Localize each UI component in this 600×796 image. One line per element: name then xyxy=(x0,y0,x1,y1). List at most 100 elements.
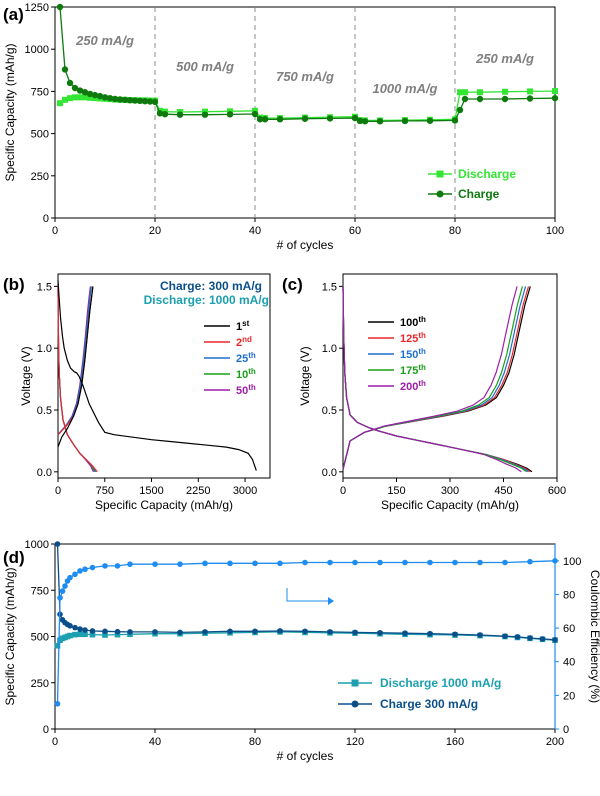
data-point-d xyxy=(89,628,96,634)
voltage-curve-charge-c xyxy=(342,286,523,470)
x-axis-title-d: # of cycles xyxy=(277,749,334,763)
data-point-d xyxy=(89,564,96,571)
data-point-discharge xyxy=(72,94,78,101)
data-point-charge xyxy=(361,118,369,125)
data-point-charge xyxy=(146,98,154,105)
y-tick-label-d: 0 xyxy=(43,724,49,736)
legend-label-b: 1st xyxy=(236,319,250,333)
data-point-charge xyxy=(121,96,129,104)
legend-cycle-suffix: th xyxy=(248,351,256,360)
y-tick-label-a: 250 xyxy=(31,171,49,183)
data-point-d xyxy=(302,559,308,566)
data-point-d xyxy=(477,632,483,638)
y-tick-label-b: 0.5 xyxy=(37,405,52,417)
data-point-charge xyxy=(56,3,64,11)
voltage-curve-charge-c xyxy=(342,286,530,470)
data-point-charge xyxy=(276,116,284,123)
rate-label: 250 mA/g xyxy=(75,33,134,48)
x-tick-label-d: 40 xyxy=(149,736,161,748)
axis-arrowhead-d xyxy=(328,597,334,605)
data-point-d xyxy=(552,558,558,564)
data-point-d xyxy=(54,541,61,547)
data-point-charge xyxy=(156,110,164,117)
panel-label-b: (b) xyxy=(3,275,25,294)
y-tick-label-a: 1250 xyxy=(25,2,49,14)
data-point-charge xyxy=(111,95,119,103)
legend-label-c: 200th xyxy=(400,379,426,393)
data-point-d xyxy=(82,566,88,573)
data-point-discharge xyxy=(462,89,468,96)
data-point-d xyxy=(402,559,408,566)
data-point-d xyxy=(502,633,508,639)
data-point-charge xyxy=(106,94,114,102)
legend-label-b: 50th xyxy=(236,383,256,397)
legend-label-d: Discharge 1000 mA/g xyxy=(380,676,501,690)
legend-cycle: 200 xyxy=(400,381,418,393)
data-point-discharge xyxy=(67,95,73,102)
axes-frame-a xyxy=(54,6,556,219)
legend-cycle-suffix: st xyxy=(242,319,249,328)
data-point-d xyxy=(552,637,558,643)
voltage-curve-charge-b xyxy=(57,286,94,448)
data-point-d xyxy=(327,559,333,566)
data-point-charge xyxy=(76,87,84,94)
y-axis-title-b: Voltage (V) xyxy=(19,346,33,405)
legend-cycle: 125 xyxy=(400,333,418,345)
legend-marker-d xyxy=(351,700,359,708)
data-point-charge xyxy=(326,115,334,122)
x-tick-label-b: 0 xyxy=(55,485,61,497)
legend-cycle-suffix: th xyxy=(418,331,426,340)
data-point-d xyxy=(72,631,78,638)
data-point-charge xyxy=(161,110,169,118)
data-point-d xyxy=(102,628,108,635)
y2-tick-label-d: 20 xyxy=(563,690,575,702)
y-tick-label-b: 1.5 xyxy=(37,281,52,293)
data-point-d xyxy=(227,628,233,635)
legend-cycle: 2 xyxy=(236,337,242,349)
x-tick-label-a: 60 xyxy=(349,225,361,237)
legend-label-b: 25th xyxy=(236,351,256,365)
legend-label-b: 2nd xyxy=(236,335,252,349)
data-point-d xyxy=(352,559,358,566)
data-point-d xyxy=(177,629,183,636)
x-tick-label-a: 0 xyxy=(52,225,58,237)
legend-label-charge: Charge xyxy=(458,187,500,201)
data-point-d xyxy=(102,632,108,638)
data-point-d xyxy=(527,558,533,565)
y-tick-label-d: 500 xyxy=(31,632,49,644)
data-point-charge xyxy=(91,91,99,99)
x-tick-label-a: 100 xyxy=(546,225,564,237)
data-point-charge xyxy=(101,94,109,101)
legend-cycle: 50 xyxy=(236,385,248,397)
legend-cycle-suffix: th xyxy=(248,367,256,376)
data-point-discharge xyxy=(87,94,93,101)
y-tick-label-c: 1.5 xyxy=(322,281,337,293)
panel-label-d: (d) xyxy=(3,548,25,567)
data-point-d xyxy=(402,630,408,636)
data-point-discharge xyxy=(82,94,88,101)
legend-label-c: 125th xyxy=(400,331,426,345)
data-point-d xyxy=(102,563,108,569)
data-point-discharge xyxy=(527,88,533,95)
data-point-charge xyxy=(176,111,184,118)
data-point-charge xyxy=(356,117,364,125)
data-point-d xyxy=(477,559,483,566)
condition-charge: Charge: 300 mA/g xyxy=(160,279,262,293)
data-point-discharge xyxy=(62,96,68,103)
legend-marker xyxy=(436,190,444,198)
data-point-charge xyxy=(71,84,79,92)
data-point-charge xyxy=(136,97,144,105)
legend-cycle: 100 xyxy=(400,317,418,329)
voltage-curve-discharge-b xyxy=(57,280,257,471)
x-tick-label-a: 40 xyxy=(249,225,261,237)
data-point-charge xyxy=(461,95,469,103)
y-tick-label-d: 750 xyxy=(31,585,49,597)
data-point-charge xyxy=(451,117,459,124)
data-point-d xyxy=(114,628,121,635)
rate-label: 1000 mA/g xyxy=(372,81,437,96)
y-tick-label-c: 0.5 xyxy=(322,405,337,417)
data-point-d xyxy=(72,571,78,578)
legend-cycle: 25 xyxy=(236,353,248,365)
x-tick-label-c: 300 xyxy=(441,485,459,497)
rate-label: 250 mA/g xyxy=(475,51,534,66)
